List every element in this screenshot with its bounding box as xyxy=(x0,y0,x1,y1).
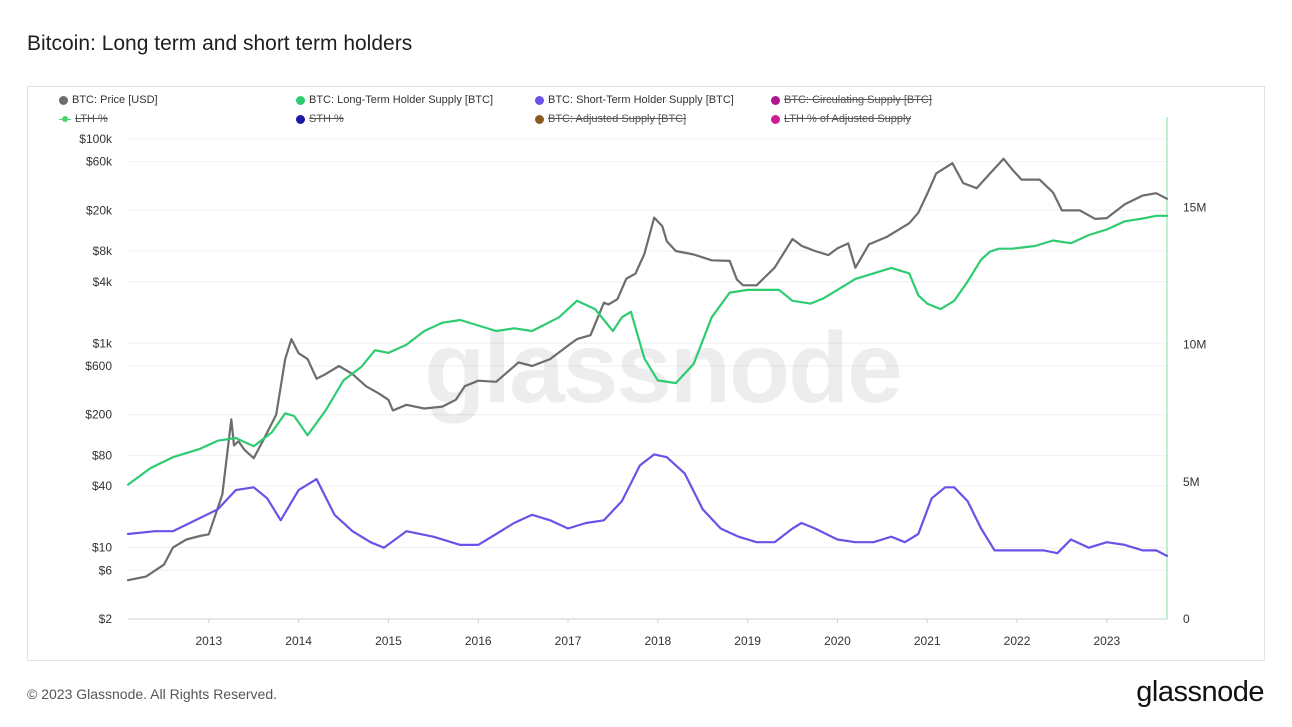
x-tick-label: 2014 xyxy=(285,634,312,648)
chart-legend: BTC: Price [USD] BTC: Long-Term Holder Su… xyxy=(28,87,1264,129)
y-left-tick-label: $100k xyxy=(79,132,113,146)
y-left-tick-label: $4k xyxy=(93,275,113,289)
legend-label: BTC: Adjusted Supply [BTC] xyxy=(548,113,687,125)
legend-swatch-icon xyxy=(771,95,780,105)
y-left-tick-label: $600 xyxy=(85,359,112,373)
x-tick-label: 2018 xyxy=(644,634,671,648)
y-left-tick-label: $8k xyxy=(93,244,113,258)
legend-item-sth[interactable]: STH % xyxy=(296,113,344,125)
legend-item-lth[interactable]: LTH % xyxy=(59,113,108,125)
y-right-tick-label: 15M xyxy=(1183,201,1206,215)
legend-label: LTH % of Adjusted Supply xyxy=(784,113,911,125)
watermark-text: glassnode xyxy=(424,312,901,424)
x-tick-label: 2015 xyxy=(375,634,402,648)
legend-item-btc-long-term-holder-supply-btc[interactable]: BTC: Long-Term Holder Supply [BTC] xyxy=(296,94,493,106)
y-left-tick-label: $2 xyxy=(99,612,113,626)
y-left-tick-label: $200 xyxy=(85,408,112,422)
legend-label: STH % xyxy=(309,113,344,125)
legend-swatch-icon xyxy=(296,114,305,124)
legend-item-btc-price-usd[interactable]: BTC: Price [USD] xyxy=(59,94,158,106)
x-tick-label: 2016 xyxy=(465,634,492,648)
copyright-text: © 2023 Glassnode. All Rights Reserved. xyxy=(27,686,278,702)
series-line-btc-long-term-holder-supply-btc[interactable] xyxy=(126,214,1169,486)
series-line-btc-price-usd[interactable] xyxy=(126,157,1169,582)
y-right-tick-label: 0 xyxy=(1183,612,1190,626)
x-tick-label: 2023 xyxy=(1093,634,1120,648)
y-left-tick-label: $40 xyxy=(92,479,112,493)
x-tick-label: 2021 xyxy=(914,634,941,648)
legend-swatch-icon xyxy=(535,114,544,124)
legend-label: BTC: Long-Term Holder Supply [BTC] xyxy=(309,94,494,106)
y-left-tick-label: $80 xyxy=(92,448,112,462)
series-line-btc-short-term-holder-supply-btc[interactable] xyxy=(126,453,1169,557)
y-right-tick-label: 5M xyxy=(1183,475,1200,489)
y-left-tick-label: $20k xyxy=(86,203,113,217)
legend-label: BTC: Short-Term Holder Supply [BTC] xyxy=(548,94,734,106)
x-tick-label: 2019 xyxy=(734,634,761,648)
legend-label: BTC: Circulating Supply [BTC] xyxy=(784,94,932,106)
legend-swatch-icon xyxy=(771,114,780,124)
legend-label: LTH % xyxy=(75,113,108,125)
y-left-tick-label: $60k xyxy=(86,155,113,169)
glassnode-logo[interactable]: glassnode xyxy=(1136,676,1264,708)
legend-item-btc-adjusted-supply-btc[interactable]: BTC: Adjusted Supply [BTC] xyxy=(535,113,686,125)
x-tick-label: 2020 xyxy=(824,634,851,648)
legend-item-btc-circulating-supply-btc[interactable]: BTC: Circulating Supply [BTC] xyxy=(771,94,932,106)
legend-swatch-icon xyxy=(535,95,544,105)
legend-item-btc-short-term-holder-supply-btc[interactable]: BTC: Short-Term Holder Supply [BTC] xyxy=(535,94,734,106)
x-tick-label: 2017 xyxy=(555,634,582,648)
legend-item-lth-of-adjusted-supply[interactable]: LTH % of Adjusted Supply xyxy=(771,113,911,125)
x-tick-label: 2013 xyxy=(195,634,222,648)
legend-label: BTC: Price [USD] xyxy=(72,94,158,106)
legend-swatch-icon xyxy=(59,95,68,105)
legend-swatch-icon xyxy=(59,115,71,124)
chart-svg[interactable]: glassnode $2 $6 $10 $40 $80 $200 $600 $1k $4k $8k $… xyxy=(28,87,1266,662)
chart-container: BTC: Price [USD] BTC: Long-Term Holder Su… xyxy=(27,86,1265,661)
y-left-tick-label: $10 xyxy=(92,541,112,555)
legend-swatch-icon xyxy=(296,95,305,105)
y-left-tick-label: $6 xyxy=(99,563,113,577)
page-title: Bitcoin: Long term and short term holder… xyxy=(27,32,413,55)
y-right-tick-label: 10M xyxy=(1183,338,1206,352)
x-tick-label: 2022 xyxy=(1004,634,1031,648)
y-left-tick-label: $1k xyxy=(93,336,113,350)
